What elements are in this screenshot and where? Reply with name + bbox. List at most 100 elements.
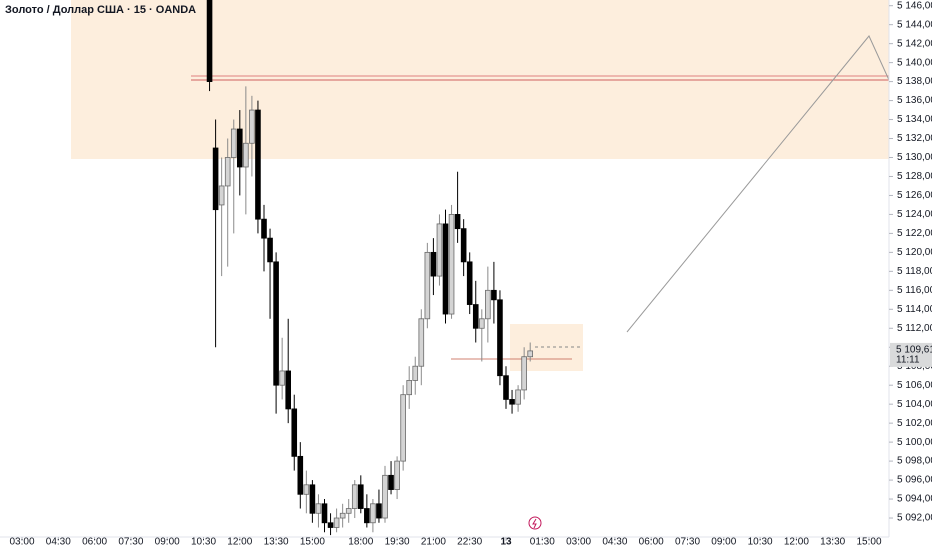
candle-body [394,460,400,490]
y-tick-label: 5 096,000 [897,475,932,486]
y-tick-label: 5 140,000 [897,57,932,68]
candle-body [388,474,394,490]
x-tick-label: 15:00 [300,537,325,548]
candle-body [291,408,298,457]
y-tick-label: 5 130,000 [897,152,932,163]
x-tick-label: 10:30 [191,537,216,548]
x-tick-label: 13 [500,537,512,548]
candle-body [376,503,382,519]
event-icon[interactable] [528,516,542,530]
y-tick-label: 5 112,000 [897,323,932,334]
candle-body [351,484,358,509]
y-tick-label: 5 120,000 [897,247,932,258]
candle-body [503,375,509,400]
y-tick-label: 5 124,000 [897,209,932,220]
candle-body [224,157,231,187]
candle-body [472,304,479,329]
y-tick-label: 5 102,000 [897,418,932,429]
x-tick-label: 07:30 [675,537,700,548]
x-tick-label: 15:00 [856,537,881,548]
candle-body [303,484,310,495]
y-tick-label: 5 098,000 [897,456,932,467]
x-tick-label: 03:00 [9,537,34,548]
x-tick-label: 07:30 [118,537,143,548]
last-price-badge [890,342,932,367]
y-tick-label: 5 118,000 [897,266,932,277]
candle-body [521,356,527,391]
x-tick-label: 12:00 [227,537,252,548]
candle-body [418,318,425,367]
x-tick-label: 09:00 [711,537,736,548]
y-tick-label: 5 142,000 [897,38,932,49]
x-tick-label: 21:00 [421,537,446,548]
y-tick-label: 5 094,000 [897,494,932,505]
candle-body [236,128,243,168]
x-tick-label: 10:30 [748,537,773,548]
candle-body [412,365,419,381]
candle-body [297,455,304,495]
y-tick-label: 5 146,000 [897,0,932,11]
x-tick-label: 13:30 [264,537,289,548]
candle-body [527,350,533,358]
candle-body [315,503,322,514]
x-tick-label: 06:00 [82,537,107,548]
y-tick-label: 5 126,000 [897,190,932,201]
candle-body [424,251,431,320]
x-tick-label: 19:30 [385,537,410,548]
x-tick-label: 01:30 [530,537,555,548]
candle-body [430,251,437,277]
candle-body [497,299,503,377]
y-tick-label: 5 128,000 [897,171,932,182]
candles [206,0,533,536]
candle-body [267,237,273,263]
candle-body [261,218,267,239]
y-tick-label: 5 106,000 [897,380,932,391]
chart-title: Золото / Доллар США · 15 · OANDA [5,4,196,16]
candle-body [333,517,340,528]
candle-body [327,522,334,528]
candle-body [382,474,388,519]
candle-body [515,389,521,405]
candle-body [243,142,249,168]
y-tick-label: 5 134,000 [897,114,932,125]
candle-body [273,261,279,386]
candle-body [321,503,328,524]
candle-body [509,399,515,405]
candle-body [436,223,443,277]
candle-body [370,503,376,524]
candle-body [364,508,370,524]
y-tick-label: 5 144,000 [897,19,932,30]
x-tick-label: 06:00 [639,537,664,548]
y-tick-label: 5 132,000 [897,133,932,144]
candle-body [249,109,255,144]
candle-body [345,508,352,514]
candle-body [454,214,461,230]
x-tick-label: 22:30 [457,537,482,548]
candle-body [218,185,225,206]
y-tick-label: 5 100,000 [897,437,932,448]
candle-body [478,318,485,329]
candle-body [206,0,213,82]
x-tick-label: 04:30 [602,537,627,548]
countdown-label: 11:11 [896,355,920,366]
y-tick-label: 5 104,000 [897,399,932,410]
candle-body [406,380,412,396]
candle-body [212,147,219,211]
candle-body [442,223,449,315]
y-tick-label: 5 114,000 [897,304,932,315]
y-tick-label: 5 136,000 [897,95,932,106]
candle-body [400,394,406,462]
candle-body [448,214,455,315]
candle-body [357,484,364,509]
y-tick-label: 5 122,000 [897,228,932,239]
x-tick-label: 13:30 [820,537,845,548]
x-tick-label: 12:00 [784,537,809,548]
x-tick-label: 18:00 [348,537,373,548]
candle-body [491,289,497,301]
y-tick-label: 5 138,000 [897,76,932,87]
x-tick-label: 03:00 [566,537,591,548]
candle-body [466,261,473,305]
candle-body [460,228,467,263]
